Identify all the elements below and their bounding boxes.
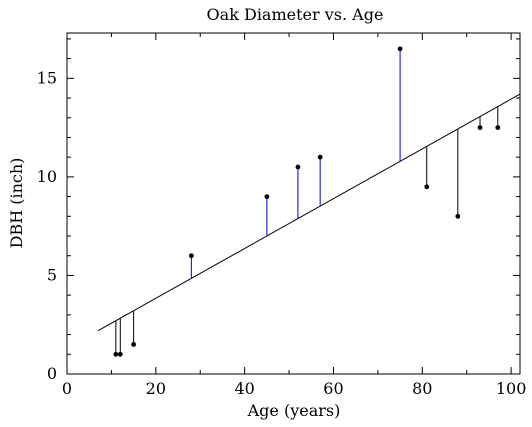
data-point-5 bbox=[295, 164, 301, 170]
data-point-8 bbox=[424, 184, 430, 190]
y-axis-label: DBH (inch) bbox=[7, 158, 26, 249]
data-point-6 bbox=[317, 154, 323, 160]
y-tick-label-3: 15 bbox=[37, 68, 57, 87]
data-point-9 bbox=[455, 213, 461, 219]
x-tick-label-1: 20 bbox=[146, 379, 166, 398]
x-tick-label-5: 100 bbox=[496, 379, 527, 398]
data-point-1 bbox=[117, 351, 123, 357]
x-axis-label: Age (years) bbox=[247, 401, 341, 420]
y-tick-label-2: 10 bbox=[37, 167, 57, 186]
fit-line-layer bbox=[97, 93, 521, 332]
plot-frame bbox=[66, 32, 521, 375]
y-tick-label-1: 5 bbox=[47, 265, 57, 284]
x-tick-label-4: 80 bbox=[412, 379, 432, 398]
data-point-7 bbox=[397, 46, 403, 52]
data-point-3 bbox=[188, 253, 194, 259]
ticks-layer: 0 20 40 60 80 100 0 5 10 15 bbox=[37, 33, 527, 398]
data-point-2 bbox=[131, 342, 137, 347]
x-tick-label-3: 60 bbox=[323, 379, 343, 398]
data-point-11 bbox=[495, 125, 501, 131]
points-layer bbox=[113, 46, 501, 357]
data-point-0 bbox=[113, 351, 119, 357]
data-point-10 bbox=[477, 125, 483, 131]
chart-title: Oak Diameter vs. Age bbox=[207, 5, 384, 24]
x-tick-label-2: 40 bbox=[234, 379, 254, 398]
y-tick-label-0: 0 bbox=[47, 364, 57, 383]
residual-layer bbox=[115, 48, 499, 355]
fit-line bbox=[97, 93, 521, 332]
x-tick-label-0: 0 bbox=[62, 379, 72, 398]
data-point-4 bbox=[264, 194, 270, 200]
